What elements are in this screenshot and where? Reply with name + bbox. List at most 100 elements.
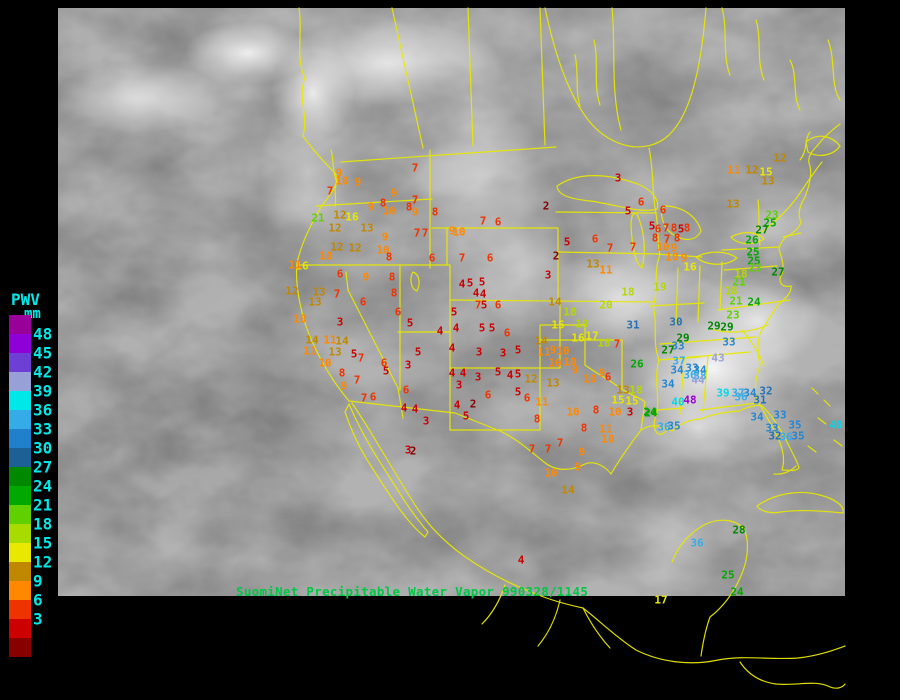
- station-pwv-value: 44: [691, 373, 705, 387]
- station-pwv-value: 25: [763, 216, 777, 230]
- station-pwv-value: 13: [726, 197, 740, 211]
- station-pwv-value: 28: [732, 523, 746, 537]
- station-pwv-value: 18: [621, 285, 635, 299]
- station-pwv-value: 37: [731, 386, 745, 400]
- station-pwv-value: 10: [452, 225, 466, 239]
- station-pwv-value: 10: [601, 432, 615, 446]
- station-pwv-value: 8: [533, 412, 541, 426]
- station-pwv-value: 6: [359, 295, 367, 309]
- station-pwv-value: 4: [411, 402, 419, 416]
- station-pwv-value: 25: [721, 568, 735, 582]
- station-pwv-value: 12: [773, 151, 787, 165]
- station-pwv-value: 3: [404, 443, 412, 457]
- legend-color-box: [9, 410, 31, 429]
- station-pwv-value: 5: [414, 345, 422, 359]
- legend-tick-label: 18: [33, 514, 53, 534]
- legend-tick-label: 45: [33, 343, 53, 363]
- station-pwv-value: 18: [629, 383, 643, 397]
- station-pwv-value: 8: [379, 196, 387, 210]
- station-pwv-value: 12: [745, 163, 759, 177]
- station-pwv-value: 15: [759, 165, 773, 179]
- station-pwv-value: 4: [452, 321, 460, 335]
- image-caption: SuomiNet Precipitable Water Vapor 990328…: [236, 584, 589, 599]
- station-pwv-value: 4: [517, 553, 525, 567]
- station-pwv-value: 6: [336, 267, 344, 281]
- station-pwv-value: 11: [303, 344, 317, 358]
- station-pwv-value: 7: [479, 214, 487, 228]
- station-pwv-value: 10: [656, 240, 670, 254]
- station-pwv-value: 5: [478, 321, 486, 335]
- station-pwv-value: 3: [474, 370, 482, 384]
- station-pwv-value: 6: [523, 391, 531, 405]
- station-pwv-value: 11: [599, 263, 613, 277]
- legend-color-box: [9, 619, 31, 638]
- station-pwv-value: 7: [613, 337, 621, 351]
- station-pwv-value: 21: [732, 275, 746, 289]
- station-pwv-value: 10: [335, 174, 349, 188]
- station-pwv-value: 9: [411, 205, 419, 219]
- station-pwv-value: 7: [421, 226, 429, 240]
- station-pwv-value: 6: [394, 305, 402, 319]
- legend-tick-label: 3: [33, 609, 43, 629]
- station-pwv-value: 6: [637, 195, 645, 209]
- station-pwv-value: 9: [598, 366, 606, 380]
- station-pwv-value: 8: [388, 270, 396, 284]
- station-pwv-value: 36: [734, 390, 748, 404]
- station-pwv-value: 21: [729, 294, 743, 308]
- station-pwv-value: 6: [380, 356, 388, 370]
- station-pwv-value: 23: [748, 261, 762, 275]
- station-pwv-value: 4: [479, 287, 487, 301]
- station-pwv-value: 5: [648, 219, 656, 233]
- station-pwv-value: 13: [328, 345, 342, 359]
- station-pwv-value: 7: [528, 442, 536, 456]
- station-pwv-value: 5: [466, 276, 474, 290]
- station-pwv-value: 34: [750, 410, 764, 424]
- station-pwv-value: 3: [499, 346, 507, 360]
- legend-color-box: [9, 486, 31, 505]
- station-pwv-value: 11: [599, 422, 613, 436]
- station-pwv-value: 31: [753, 393, 767, 407]
- station-pwv-value: 5: [450, 305, 458, 319]
- station-pwv-value: 35: [791, 429, 805, 443]
- station-pwv-value: 25: [747, 254, 761, 268]
- station-pwv-value: 9: [574, 460, 582, 474]
- station-pwv-value: 8: [338, 366, 346, 380]
- station-pwv-value: 34: [693, 363, 707, 377]
- station-pwv-value: 9: [680, 251, 688, 265]
- station-pwv-value: 12: [328, 221, 342, 235]
- station-pwv-value: 8: [405, 200, 413, 214]
- station-pwv-value: 10: [608, 405, 622, 419]
- station-pwv-value: 3: [475, 345, 483, 359]
- legend-color-box: [9, 505, 31, 524]
- legend-color-box: [9, 448, 31, 467]
- station-pwv-value: 3: [614, 171, 622, 185]
- legend-color-box: [9, 391, 31, 410]
- station-pwv-value: 7: [606, 241, 614, 255]
- station-pwv-value: 9: [578, 445, 586, 459]
- station-pwv-value: 4: [472, 286, 480, 300]
- legend-tick-label: 24: [33, 476, 53, 496]
- station-pwv-value: 6: [654, 222, 662, 236]
- station-pwv-value: 7: [629, 240, 637, 254]
- station-pwv-value: 7: [662, 221, 670, 235]
- legend-tick-label: 36: [33, 400, 53, 420]
- station-pwv-value: 2: [469, 397, 477, 411]
- legend-color-box: [9, 524, 31, 543]
- station-pwv-value: 12: [333, 208, 347, 222]
- station-pwv-value: 31: [626, 318, 640, 332]
- station-pwv-value: 19: [653, 280, 667, 294]
- legend-tick-label: 48: [33, 324, 53, 344]
- station-pwv-value: 6: [428, 251, 436, 265]
- station-pwv-value: 11: [727, 163, 741, 177]
- station-pwv-value: 32: [759, 384, 773, 398]
- station-pwv-value: 4: [506, 368, 514, 382]
- station-pwv-value: 18: [597, 336, 611, 350]
- legend-color-box: [9, 543, 31, 562]
- station-pwv-value: 10: [566, 405, 580, 419]
- station-pwv-value: 21: [311, 211, 325, 225]
- station-pwv-value: 18: [734, 267, 748, 281]
- station-pwv-value: 5: [514, 385, 522, 399]
- station-pwv-value: 39: [716, 386, 730, 400]
